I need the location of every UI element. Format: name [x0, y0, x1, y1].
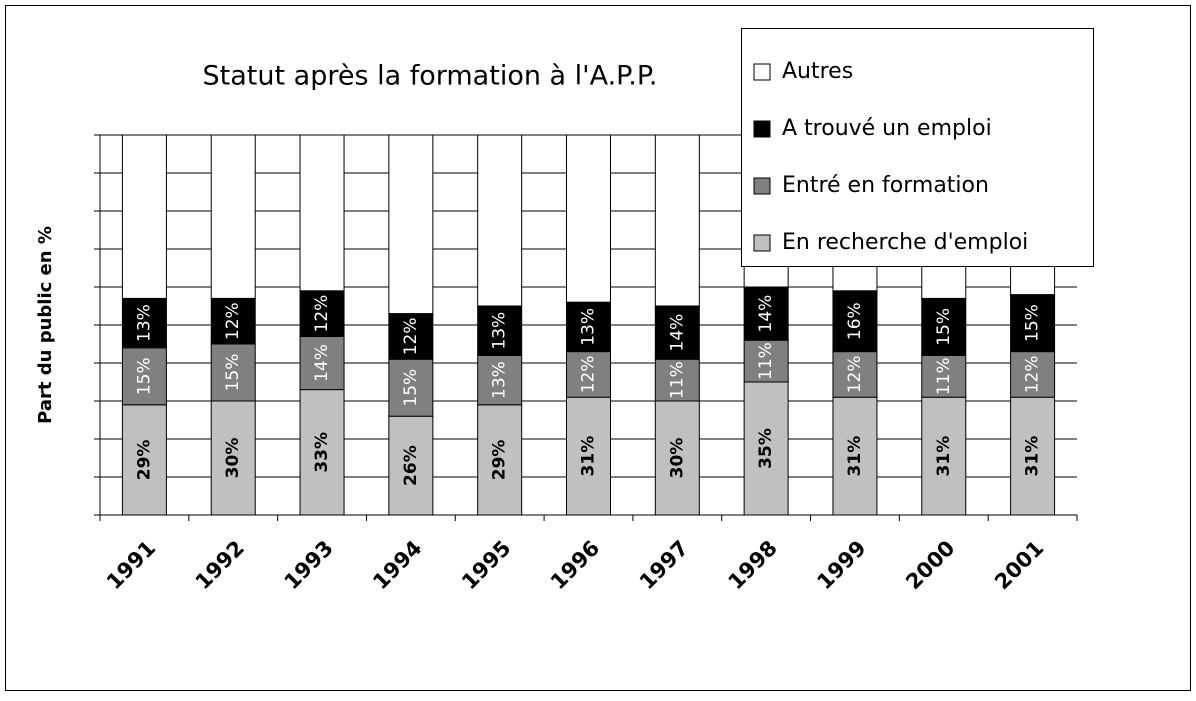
data-label: 35% — [756, 428, 776, 469]
bar-segment — [388, 415, 434, 516]
bar-segment — [743, 339, 789, 383]
data-label: 14% — [667, 314, 687, 352]
legend-label: Autres — [782, 59, 853, 84]
legend-label: A trouvé un emploi — [782, 116, 992, 141]
data-label: 12% — [223, 302, 243, 340]
legend-swatch — [753, 120, 771, 138]
legend-label: En recherche d'emploi — [782, 230, 1028, 255]
data-label: 12% — [312, 295, 332, 333]
data-label: 13% — [134, 304, 154, 342]
data-label: 29% — [490, 440, 510, 481]
bar-segment — [654, 358, 700, 402]
data-label: 15% — [401, 369, 421, 407]
bar-segment — [921, 297, 967, 356]
bar-segment — [121, 297, 167, 349]
bar-segment — [121, 347, 167, 406]
bar-segment — [921, 354, 967, 398]
bar-segment — [388, 313, 434, 360]
bar-segment — [477, 305, 523, 356]
legend-label: Entré en formation — [782, 173, 989, 198]
bar-segment — [654, 400, 700, 516]
bar-segment — [832, 396, 878, 516]
bar-segment — [477, 134, 523, 307]
bar-segment — [743, 381, 789, 516]
data-label: 12% — [579, 356, 599, 394]
data-label: 29% — [134, 440, 154, 481]
bar-segment — [654, 134, 700, 307]
bar-segment — [1010, 396, 1056, 516]
bar-segment — [210, 343, 256, 402]
bar-segment — [210, 297, 256, 345]
bar-segment — [299, 335, 345, 391]
y-axis-label: Part du public en % — [35, 226, 56, 424]
data-label: 13% — [579, 308, 599, 346]
bar-segment — [566, 134, 611, 303]
bar-segment — [210, 134, 256, 299]
bar-segment — [566, 396, 611, 516]
data-label: 14% — [756, 295, 776, 333]
bar-segment — [299, 290, 345, 337]
data-label: 12% — [401, 318, 421, 356]
bar-segment — [477, 404, 523, 516]
data-label: 30% — [667, 438, 687, 479]
bar-segment — [566, 351, 611, 398]
legend-swatch — [753, 63, 771, 81]
data-label: 31% — [579, 436, 599, 477]
data-label: 31% — [1023, 436, 1043, 477]
data-label: 14% — [312, 344, 332, 382]
bar-segment — [832, 351, 878, 398]
legend-swatch — [753, 234, 771, 252]
data-label: 15% — [934, 308, 954, 346]
legend-swatch — [753, 177, 771, 195]
data-label: 15% — [134, 357, 154, 395]
data-label: 12% — [1023, 356, 1043, 394]
data-label: 15% — [1023, 304, 1043, 342]
data-label: 33% — [312, 432, 332, 473]
bar-segment — [299, 389, 345, 516]
legend-box — [741, 28, 1094, 267]
chart-title: Statut après la formation à l'A.P.P. — [203, 61, 658, 92]
bar-segment — [832, 290, 878, 353]
bar-segment — [121, 134, 167, 299]
bar-segment — [477, 354, 523, 406]
data-label: 30% — [223, 438, 243, 479]
bar-segment — [388, 358, 434, 417]
bar-segment — [388, 134, 434, 315]
data-label: 31% — [934, 436, 954, 477]
data-label: 11% — [756, 342, 776, 380]
bar-segment — [299, 134, 345, 292]
bar-segment — [654, 305, 700, 360]
data-label: 16% — [845, 302, 865, 340]
data-label: 13% — [490, 312, 510, 350]
bar-segment — [1010, 351, 1056, 398]
bar-segment — [121, 404, 167, 516]
bar-segment — [566, 301, 611, 353]
data-label: 15% — [223, 354, 243, 392]
data-label: 11% — [934, 357, 954, 395]
data-label: 11% — [667, 361, 687, 399]
data-label: 13% — [490, 361, 510, 399]
data-label: 31% — [845, 436, 865, 477]
bar-segment — [743, 286, 789, 341]
data-label: 26% — [401, 445, 421, 486]
data-label: 12% — [845, 356, 865, 394]
